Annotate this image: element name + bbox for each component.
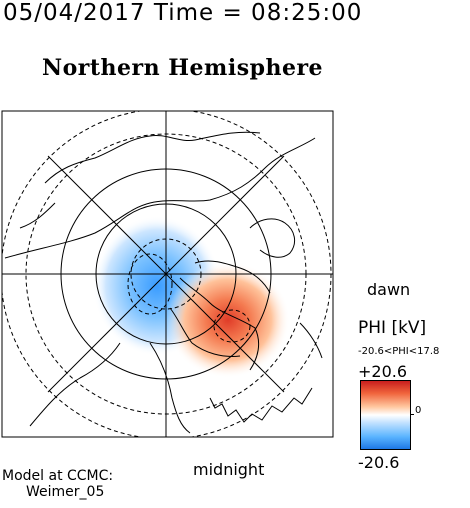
- polar-map: [1, 110, 334, 438]
- colorbar: [360, 380, 411, 450]
- legend-max-label: +20.6: [358, 362, 408, 381]
- midnight-label: midnight: [193, 460, 265, 479]
- meridian-lines: [2, 111, 333, 437]
- legend-zero-label: 0: [415, 405, 422, 416]
- legend-range: -20.6<PHI<17.8: [358, 346, 440, 357]
- model-credit-line2: Weimer_05: [26, 484, 105, 500]
- potential-contours: [127, 253, 251, 343]
- legend-min-label: -20.6: [358, 453, 400, 472]
- colorbar-zero-tick: [410, 414, 414, 415]
- coastlines: [4, 131, 323, 434]
- hemisphere-title: Northern Hemisphere: [42, 55, 324, 81]
- positive-potential-cell: [166, 262, 290, 378]
- timestamp: 05/04/2017 Time = 08:25:00: [3, 0, 363, 26]
- dawn-label: dawn: [367, 280, 411, 299]
- model-credit-line1: Model at CCMC:: [2, 468, 114, 484]
- model-credit: Model at CCMC: Weimer_05: [2, 468, 113, 500]
- legend-title: PHI [kV]: [358, 318, 427, 338]
